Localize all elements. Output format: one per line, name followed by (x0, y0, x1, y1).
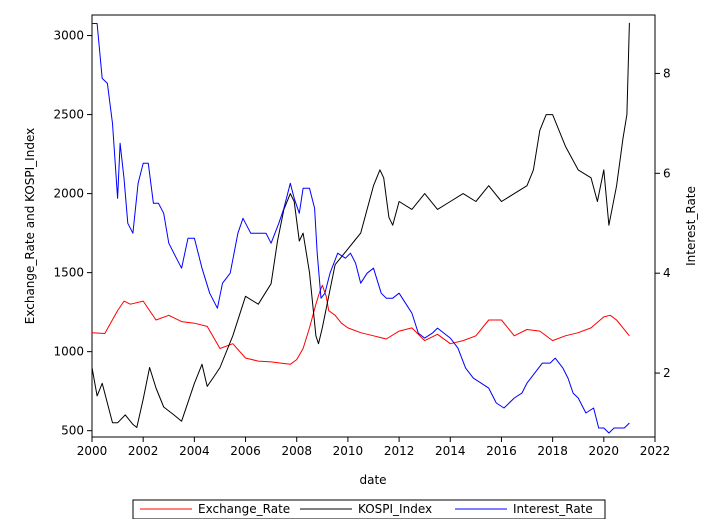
y-right-tick-label: 8 (663, 66, 671, 80)
x-tick-label: 2016 (486, 444, 517, 458)
x-tick-label: 2020 (589, 444, 620, 458)
x-tick-label: 2004 (179, 444, 210, 458)
legend-label-exchange-rate: Exchange_Rate (198, 502, 290, 516)
x-axis-title: date (359, 473, 386, 487)
series-line-interest-rate (92, 23, 630, 434)
x-tick-label: 2008 (281, 444, 312, 458)
y-left-tick-label: 500 (61, 424, 84, 438)
y-axis-left: 500 1000 1500 2000 2500 3000 (53, 29, 92, 438)
y-left-tick-label: 2000 (53, 187, 84, 201)
y-right-tick-label: 4 (663, 266, 671, 280)
y-right-tick-label: 6 (663, 166, 671, 180)
y-left-tick-label: 3000 (53, 29, 84, 43)
series-line-kospi-index (91, 22, 630, 428)
y-axis-left-title: Exchange_Rate and KOSPI_Index (23, 128, 37, 324)
y-left-tick-label: 1500 (53, 266, 84, 280)
x-tick-label: 2022 (640, 444, 671, 458)
y-axis-right: 2 4 6 8 (655, 66, 671, 380)
legend-frame (132, 499, 606, 519)
legend-label-interest-rate: Interest_Rate (513, 502, 593, 516)
x-tick-label: 2012 (384, 444, 415, 458)
legend-label-kospi-index: KOSPI_Index (358, 502, 432, 516)
x-tick-label: 2010 (333, 444, 364, 458)
x-tick-label: 2002 (128, 444, 159, 458)
y-right-tick-label: 2 (663, 366, 671, 380)
x-tick-label: 2014 (435, 444, 466, 458)
x-tick-label: 2000 (77, 444, 108, 458)
legend: Exchange_Rate KOSPI_Index Interest_Rate (132, 499, 606, 519)
x-tick-label: 2018 (537, 444, 568, 458)
x-axis: 2000 2002 2004 2006 2008 2010 2012 2014 2016 2018… (77, 437, 671, 458)
y-left-tick-label: 1000 (53, 345, 84, 359)
plot-frame (91, 14, 656, 438)
x-tick-label: 2006 (230, 444, 261, 458)
y-left-tick-label: 2500 (53, 108, 84, 122)
series-line-exchange-rate (91, 284, 630, 365)
series-layer (91, 22, 630, 434)
y-axis-right-title: Interest_Rate (684, 186, 698, 266)
